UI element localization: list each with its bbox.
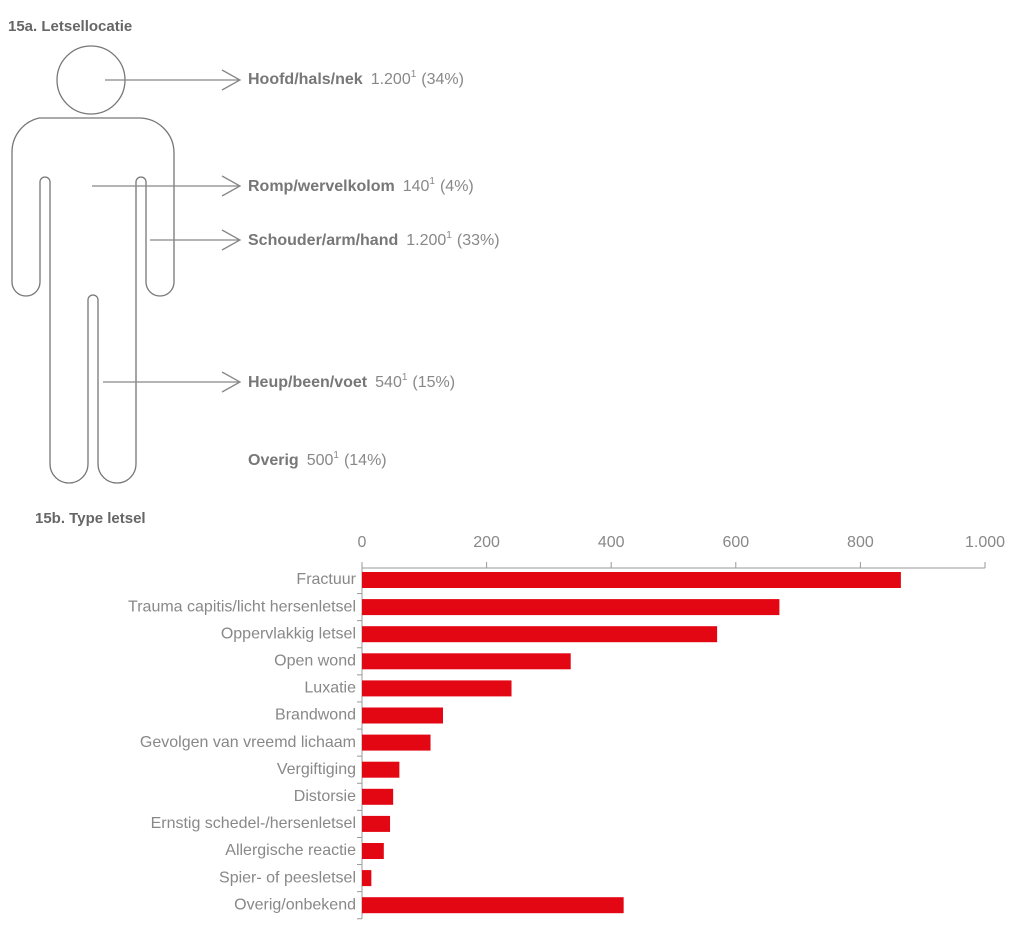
location-name: Hoofd/hals/nek xyxy=(248,71,363,88)
y-tick-label: Trauma capitis/licht hersenletsel xyxy=(128,598,356,615)
y-tick-label: Oppervlakkig letsel xyxy=(221,625,356,642)
bar xyxy=(362,680,512,696)
x-tick-label: 800 xyxy=(847,534,874,551)
x-tick-label: 200 xyxy=(473,534,500,551)
location-label: Hoofd/hals/nek 1.2001 (34%) xyxy=(248,69,464,89)
location-value: 1.200 xyxy=(406,232,446,249)
location-name: Romp/wervelkolom xyxy=(248,178,395,195)
location-note: 1 xyxy=(429,176,435,187)
y-tick-label: Luxatie xyxy=(304,680,356,697)
x-tick-label: 400 xyxy=(598,534,625,551)
location-note: 1 xyxy=(402,372,408,383)
bar xyxy=(362,843,384,859)
location-value: 140 xyxy=(403,178,430,195)
bar xyxy=(362,653,571,669)
section-heading: 15a. Letsellocatie xyxy=(8,18,132,35)
y-tick-label: Fractuur xyxy=(296,571,356,588)
location-share: (4%) xyxy=(440,178,474,195)
y-tick-label: Spier- of peesletsel xyxy=(219,869,356,886)
bar xyxy=(362,599,779,615)
x-tick-label: 600 xyxy=(722,534,749,551)
location-share: (34%) xyxy=(421,71,464,88)
location-label: Overig 5001 (14%) xyxy=(248,450,387,470)
bar xyxy=(362,708,443,724)
x-tick-label: 1.000 xyxy=(965,534,1005,551)
bar xyxy=(362,897,624,913)
bar xyxy=(362,870,371,886)
y-tick-label: Distorsie xyxy=(294,788,356,805)
location-note: 1 xyxy=(333,450,339,461)
y-tick-label: Ernstig schedel-/hersenletsel xyxy=(151,815,356,832)
location-value: 500 xyxy=(307,452,334,469)
location-note: 1 xyxy=(446,230,452,241)
location-label: Romp/wervelkolom 1401 (4%) xyxy=(248,176,474,196)
page: 15a. Letsellocatie 15b. Type letsel Hoof… xyxy=(0,0,1029,929)
y-tick-label: Allergische reactie xyxy=(225,842,356,859)
location-note: 1 xyxy=(411,69,417,80)
location-value: 1.200 xyxy=(371,71,411,88)
bar xyxy=(362,816,390,832)
location-label: Heup/been/voet 5401 (15%) xyxy=(248,372,455,392)
location-name: Schouder/arm/hand xyxy=(248,232,398,249)
location-name: Heup/been/voet xyxy=(248,374,368,391)
bar xyxy=(362,789,393,805)
location-share: (15%) xyxy=(412,374,455,391)
bar xyxy=(362,735,431,751)
y-tick-label: Gevolgen van vreemd lichaam xyxy=(140,734,356,751)
bar xyxy=(362,572,901,588)
location-name: Overig xyxy=(248,452,299,469)
location-share: (14%) xyxy=(344,452,387,469)
location-value: 540 xyxy=(375,374,402,391)
bar xyxy=(362,626,717,642)
bar xyxy=(362,762,399,778)
x-tick-label: 0 xyxy=(358,534,367,551)
chart-title: 15b. Type letsel xyxy=(35,510,146,527)
location-share: (33%) xyxy=(457,232,500,249)
y-tick-label: Open wond xyxy=(274,653,356,670)
location-label: Schouder/arm/hand 1.2001 (33%) xyxy=(248,230,500,250)
y-tick-label: Overig/onbekend xyxy=(234,896,356,913)
body-outline xyxy=(12,118,174,483)
y-tick-label: Brandwond xyxy=(275,707,356,724)
y-tick-label: Vergiftiging xyxy=(277,761,356,778)
